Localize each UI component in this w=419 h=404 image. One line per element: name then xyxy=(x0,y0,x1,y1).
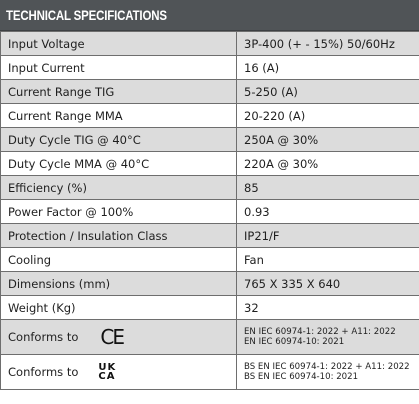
spec-row-current-range-tig: Current Range TIG 5-250 (A) xyxy=(0,79,419,104)
spec-label: Weight (Kg) xyxy=(0,295,237,320)
spec-value: 250A @ 30% xyxy=(236,127,419,152)
ukca-mark-top: UK xyxy=(98,362,117,373)
spec-row-cooling: Cooling Fan xyxy=(0,247,419,272)
spec-value: 5-250 (A) xyxy=(236,79,419,104)
spec-label: Power Factor @ 100% xyxy=(0,199,237,224)
spec-row-dimensions: Dimensions (mm) 765 X 335 X 640 xyxy=(0,271,419,296)
spec-label: Current Range MMA xyxy=(0,103,237,128)
spec-row-weight: Weight (Kg) 32 xyxy=(0,295,419,320)
spec-label: Conforms to xyxy=(8,330,79,344)
ce-mark-icon: CE xyxy=(100,325,125,349)
spec-title: TECHNICAL SPECIFICATIONS xyxy=(6,7,167,23)
spec-label: Current Range TIG xyxy=(0,79,237,104)
spec-value: 3P-400 (+ - 15%) 50/60Hz xyxy=(236,31,419,56)
spec-label: Dimensions (mm) xyxy=(0,271,237,296)
spec-label-cell: Conforms to CE xyxy=(0,319,237,355)
spec-label: Input Voltage xyxy=(0,31,237,56)
spec-row-input-current: Input Current 16 (A) xyxy=(0,55,419,80)
spec-label-cell: Conforms to UK CA xyxy=(0,354,237,390)
spec-value: 0.93 xyxy=(236,199,419,224)
spec-value-cell: BS EN IEC 60974-1: 2022 + A11: 2022 BS E… xyxy=(236,354,419,390)
spec-row-duty-cycle-tig: Duty Cycle TIG @ 40°C 250A @ 30% xyxy=(0,127,419,152)
spec-value: IP21/F xyxy=(236,223,419,248)
spec-value: Fan xyxy=(236,247,419,272)
spec-label: Input Current xyxy=(0,55,237,80)
spec-value: 220A @ 30% xyxy=(236,151,419,176)
ukca-mark-icon: UK CA xyxy=(98,362,117,382)
spec-value: 20-220 (A) xyxy=(236,103,419,128)
spec-value: 85 xyxy=(236,175,419,200)
spec-row-efficiency: Efficiency (%) 85 xyxy=(0,175,419,200)
spec-label: Cooling xyxy=(0,247,237,272)
spec-header: TECHNICAL SPECIFICATIONS xyxy=(0,0,419,31)
standard-line: EN IEC 60974-10: 2021 xyxy=(244,337,345,347)
spec-row-current-range-mma: Current Range MMA 20-220 (A) xyxy=(0,103,419,128)
spec-row-conforms-ce: Conforms to CE EN IEC 60974-1: 2022 + A1… xyxy=(0,319,419,355)
spec-label: Duty Cycle MMA @ 40°C xyxy=(0,151,237,176)
spec-value-cell: EN IEC 60974-1: 2022 + A11: 2022 EN IEC … xyxy=(236,319,419,355)
spec-label: Conforms to xyxy=(8,365,79,379)
spec-row-input-voltage: Input Voltage 3P-400 (+ - 15%) 50/60Hz xyxy=(0,31,419,56)
spec-row-duty-cycle-mma: Duty Cycle MMA @ 40°C 220A @ 30% xyxy=(0,151,419,176)
standard-line: BS EN IEC 60974-1: 2022 + A11: 2022 xyxy=(244,362,410,372)
standard-line: EN IEC 60974-1: 2022 + A11: 2022 xyxy=(244,327,396,337)
spec-label: Efficiency (%) xyxy=(0,175,237,200)
spec-row-conforms-ukca: Conforms to UK CA BS EN IEC 60974-1: 202… xyxy=(0,354,419,390)
spec-table: Input Voltage 3P-400 (+ - 15%) 50/60Hz I… xyxy=(0,31,419,390)
ukca-mark-bottom: CA xyxy=(98,371,116,382)
spec-value: 32 xyxy=(236,295,419,320)
spec-value: 765 X 335 X 640 xyxy=(236,271,419,296)
spec-value: 16 (A) xyxy=(236,55,419,80)
spec-label: Protection / Insulation Class xyxy=(0,223,237,248)
standard-line: BS EN IEC 60974-10: 2021 xyxy=(244,372,359,382)
spec-label: Duty Cycle TIG @ 40°C xyxy=(0,127,237,152)
spec-row-protection-class: Protection / Insulation Class IP21/F xyxy=(0,223,419,248)
spec-row-power-factor: Power Factor @ 100% 0.93 xyxy=(0,199,419,224)
